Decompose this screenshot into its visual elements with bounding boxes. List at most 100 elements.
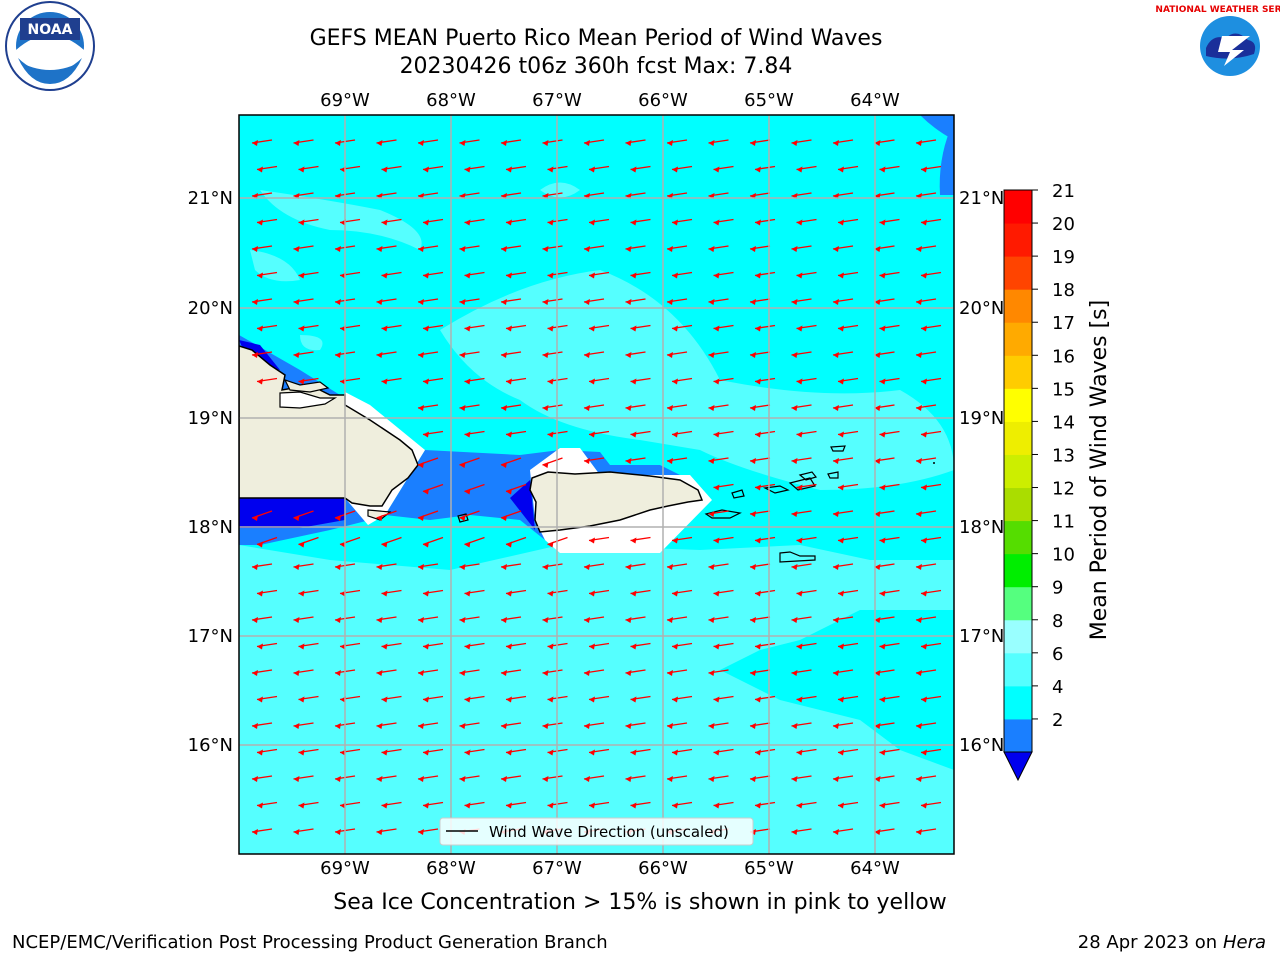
wind-wave-arrow-head — [542, 352, 549, 358]
colorbar-tick-label: 9 — [1052, 578, 1063, 599]
wind-wave-arrow-head — [376, 670, 383, 676]
wind-wave-arrow-head — [750, 564, 756, 570]
wind-wave-arrow-head — [713, 166, 720, 173]
lon-labels-top: 69°W 68°W 67°W 66°W 65°W 64°W — [320, 90, 900, 111]
wind-wave-arrow-head — [921, 166, 927, 173]
wind-wave-arrow-head — [293, 352, 300, 358]
wind-wave-arrow-head — [755, 537, 761, 544]
wind-wave-arrow-head — [672, 537, 678, 544]
wind-wave-arrow-head — [921, 749, 927, 756]
wind-wave-arrow-head — [459, 776, 466, 782]
colorbar-segment — [1004, 685, 1032, 720]
wind-wave-arrow-head — [796, 325, 803, 332]
map-subtitle: 20230426 t06z 360h fcst Max: 7.84 — [399, 54, 793, 79]
noaa-logo: NOAA — [5, 1, 95, 91]
wind-wave-arrow-head — [630, 166, 637, 173]
wind-wave-arrow-head — [672, 166, 678, 173]
wind-wave-arrow-head — [713, 643, 720, 650]
wind-wave-arrow-head — [791, 299, 798, 305]
wind-wave-arrow-head — [506, 541, 512, 548]
wind-wave-arrow-head — [423, 378, 429, 385]
wind-wave-arrow-head — [298, 590, 305, 597]
colorbar-tick-label: 2 — [1052, 710, 1063, 731]
wind-wave-arrow-head — [376, 140, 383, 146]
wind-wave-arrow-head — [833, 723, 839, 729]
wind-wave-arrow-head — [713, 590, 720, 597]
wind-wave-arrow-head — [335, 723, 341, 729]
wind-wave-arrow-head — [838, 643, 844, 650]
wind-wave-arrow-head — [921, 802, 927, 809]
wind-wave-arrow-head — [750, 140, 756, 146]
wind-wave-arrow-head — [298, 325, 305, 332]
wind-wave-arrow-head — [755, 590, 761, 597]
wind-wave-arrow-head — [381, 325, 388, 332]
wind-wave-arrow-head — [381, 696, 388, 703]
wind-wave-arrow-head — [547, 272, 554, 279]
wind-wave-arrow-head — [630, 749, 637, 756]
wind-wave-arrow-head — [838, 325, 844, 332]
colorbar-tick-label: 15 — [1052, 379, 1075, 400]
wind-wave-arrow-head — [298, 378, 305, 385]
wind-wave-arrow-head — [298, 166, 305, 173]
colorbar-segment — [1004, 289, 1032, 323]
wind-wave-arrow-head — [506, 590, 512, 597]
lat-labels-left: 21°N 20°N 19°N 18°N 17°N 16°N — [188, 188, 233, 756]
wind-wave-arrow-head — [630, 219, 637, 226]
wind-wave-arrow-head — [293, 776, 300, 782]
colorbar-tick-label: 17 — [1052, 313, 1075, 334]
wind-wave-arrow-head — [423, 541, 429, 548]
wind-wave-arrow-head — [335, 140, 341, 146]
wind-wave-arrow-head — [542, 564, 549, 570]
wind-wave-arrow-head — [667, 723, 673, 729]
wind-wave-arrow-head — [252, 299, 258, 305]
wind-wave-arrow-head — [672, 802, 678, 809]
map-title: GEFS MEAN Puerto Rico Mean Period of Win… — [309, 26, 883, 51]
wind-wave-arrow-head — [298, 749, 305, 756]
wind-wave-arrow-head — [418, 352, 424, 358]
wind-wave-arrow-head — [501, 299, 507, 305]
colorbar-ticks: 21 20 19 18 17 16 15 14 13 12 11 10 9 8 6 4 2 — [1032, 181, 1075, 731]
wind-wave-arrow-head — [708, 405, 715, 411]
wind-wave-arrow-head — [833, 829, 839, 835]
sea-ice-note: Sea Ice Concentration > 15% is shown in … — [333, 890, 947, 915]
wind-wave-arrow-head — [584, 405, 590, 411]
wind-wave-arrow-head — [547, 749, 554, 756]
wind-wave-arrow-head — [630, 325, 637, 332]
wind-wave-arrow-head — [464, 541, 471, 548]
wind-wave-arrow-head — [335, 617, 341, 623]
wind-wave-arrow-head — [916, 405, 922, 411]
wind-wave-arrow-head — [459, 352, 466, 358]
wind-wave-arrow-head — [501, 246, 507, 252]
wind-wave-arrow-head — [459, 617, 466, 623]
wind-wave-arrow-head — [667, 352, 673, 358]
colorbar-extend — [1003, 751, 1033, 782]
wind-wave-arrow-head — [833, 776, 839, 782]
wind-wave-arrow-head — [713, 802, 720, 809]
wind-wave-arrow-head — [796, 378, 803, 385]
wind-wave-arrow-head — [672, 378, 678, 385]
wind-wave-arrow-head — [423, 325, 429, 332]
wind-wave-arrow-head — [506, 219, 512, 226]
wind-wave-arrow-head — [833, 299, 839, 305]
wind-wave-arrow-head — [874, 511, 881, 517]
wind-wave-arrow-head — [335, 246, 341, 252]
wind-wave-arrow-head — [833, 670, 839, 676]
mona-island — [457, 513, 469, 523]
wind-wave-arrow-head — [298, 272, 305, 279]
tortola-island — [798, 471, 818, 481]
wind-wave-arrow-head — [335, 352, 341, 358]
wind-wave-arrow-head — [547, 696, 554, 703]
wind-wave-arrow-head — [791, 829, 798, 835]
wind-wave-arrow-head — [584, 670, 590, 676]
wind-wave-arrow-head — [376, 352, 383, 358]
nws-logo-text: NATIONAL WEATHER SERVICE — [1155, 5, 1280, 15]
wind-wave-arrow-head — [459, 299, 466, 305]
wind-wave-arrow-head — [298, 643, 305, 650]
lon-label-bottom: 69°W — [320, 858, 370, 879]
footer-date-text: 28 Apr 2023 on — [1077, 932, 1218, 953]
wind-wave-arrow-head — [584, 564, 590, 570]
wind-wave-arrow-head — [874, 405, 881, 411]
wind-wave-arrow-head — [542, 140, 549, 146]
wind-wave-arrow-head — [506, 749, 512, 756]
